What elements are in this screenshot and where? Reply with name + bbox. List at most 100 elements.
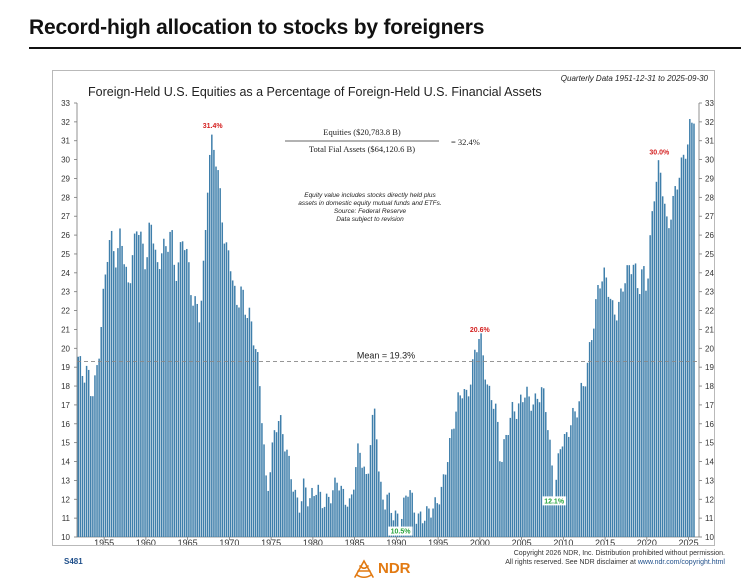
bar <box>179 242 182 537</box>
y-tick-label-left: 18 <box>61 382 70 391</box>
bar <box>682 154 685 537</box>
note-line-2: assets in domestic equity mutual funds a… <box>298 200 442 207</box>
trough-label: 10.5% <box>391 529 412 536</box>
bar <box>484 379 487 537</box>
bar <box>94 375 96 537</box>
bar <box>140 231 142 537</box>
y-tick-label-left: 29 <box>61 174 70 183</box>
bar <box>192 305 194 537</box>
x-tick-label: 1990 <box>386 538 406 545</box>
bar <box>486 384 489 537</box>
bar <box>511 401 514 537</box>
bar <box>380 481 382 537</box>
bar <box>570 425 572 537</box>
y-tick-label-left: 23 <box>61 288 70 297</box>
bar <box>334 477 336 537</box>
bar <box>265 475 267 537</box>
bar <box>217 170 219 537</box>
y-tick-label-right: 13 <box>705 476 714 485</box>
bar <box>576 417 578 537</box>
bar <box>244 314 246 537</box>
bar <box>557 453 560 537</box>
note-line-4: Data subject to revision <box>336 216 404 223</box>
bar <box>279 415 282 537</box>
bar <box>686 144 689 537</box>
bar <box>211 134 213 537</box>
y-tick-label-right: 25 <box>705 250 714 259</box>
ndr-logo: NDR <box>352 557 442 581</box>
bar <box>121 245 123 537</box>
y-tick-label-right: 16 <box>705 420 714 429</box>
bar <box>98 358 100 537</box>
y-tick-label-left: 10 <box>61 533 70 542</box>
chart-title: Foreign-Held U.S. Equities as a Percenta… <box>88 85 542 99</box>
y-tick-label-left: 33 <box>61 99 70 108</box>
bar <box>476 352 478 537</box>
bar <box>653 201 656 537</box>
bar <box>553 501 555 537</box>
bar <box>186 248 188 537</box>
bar <box>565 432 568 537</box>
bar <box>115 267 117 537</box>
y-tick-label-right: 26 <box>705 231 714 240</box>
bar <box>555 479 557 537</box>
bar <box>442 474 445 537</box>
bar <box>396 513 399 537</box>
bar <box>538 402 541 537</box>
bar <box>158 269 161 537</box>
copyright-link[interactable]: www.ndr.com/copyright.html <box>637 559 725 566</box>
bar <box>307 506 309 537</box>
bar <box>588 342 591 537</box>
bar <box>490 400 493 537</box>
bar <box>465 389 468 537</box>
trough-label-background <box>388 526 413 536</box>
bar <box>135 231 138 538</box>
formula-result: = 32.4% <box>451 137 480 147</box>
y-tick-label-right: 32 <box>705 118 714 127</box>
bar <box>282 434 284 537</box>
y-tick-label-right: 24 <box>705 269 714 278</box>
bar <box>263 444 265 537</box>
bar <box>223 243 226 537</box>
bar <box>144 269 146 537</box>
bar <box>248 307 251 537</box>
bar <box>112 251 115 538</box>
bar <box>138 234 140 538</box>
bar <box>238 307 240 537</box>
y-tick-label-right: 20 <box>705 344 714 353</box>
y-tick-label-right: 10 <box>705 533 714 542</box>
bar <box>319 491 322 537</box>
x-tick-label: 2025 <box>679 538 699 545</box>
bar <box>394 510 397 537</box>
y-tick-label-left: 14 <box>61 458 70 467</box>
bar <box>204 229 207 538</box>
bar <box>369 445 372 537</box>
bar <box>624 283 626 537</box>
bar <box>616 320 618 537</box>
bar <box>463 389 466 537</box>
bar <box>200 300 203 537</box>
formula-box: Equities ($20,783.8 B) Total Fial Assets… <box>285 127 480 154</box>
bar <box>254 349 257 537</box>
note-line-1: Equity value includes stocks directly he… <box>304 192 436 199</box>
bar <box>106 261 109 537</box>
bar <box>213 149 215 538</box>
bar <box>440 486 443 537</box>
bar <box>482 355 484 537</box>
peak-label: 20.6% <box>470 327 491 334</box>
bar <box>499 461 501 537</box>
bar <box>83 382 86 537</box>
bar <box>346 506 349 537</box>
bar <box>547 430 549 537</box>
bar <box>561 446 564 537</box>
bar <box>227 250 230 537</box>
bar <box>236 304 238 537</box>
bar <box>603 267 605 537</box>
bar <box>375 439 378 537</box>
bar <box>367 473 370 537</box>
bar <box>620 288 622 537</box>
bar <box>269 472 272 537</box>
chart-subtitle: Quarterly Data 1951-12-31 to 2025-09-30 <box>561 74 709 83</box>
bar <box>219 188 221 537</box>
bar <box>309 498 311 537</box>
